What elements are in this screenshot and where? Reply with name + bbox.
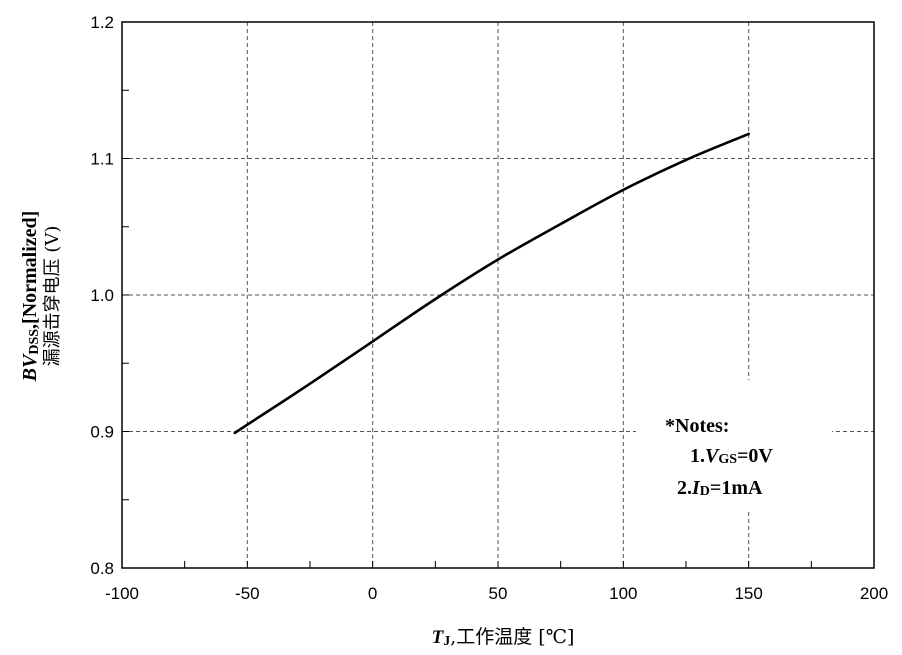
y-tick-labels: 0.8 0.9 1.0 1.1 1.2 [90,13,114,578]
y-axis-label-line2: 漏源击穿电压 (V) [42,226,63,367]
y-tick-label: 1.1 [90,150,114,169]
y-tick-label: 1.0 [90,286,114,305]
x-tick-label: 50 [489,584,508,603]
x-tick-label: -50 [235,584,260,603]
x-tick-labels: -100 -50 0 50 100 150 200 [105,584,888,603]
y-axis-label-line1: BVDSS,[Normalized] [19,211,42,383]
tick-marks [121,21,875,569]
y-tick-label: 0.9 [90,423,114,442]
notes-title: *Notes: [665,415,729,437]
y-tick-label: 0.8 [90,559,114,578]
note-vgs: 1.VGS=0V [690,445,773,467]
series-line-0 [233,132,750,435]
x-tick-label: -100 [105,584,139,603]
series-group [233,132,750,435]
y-axis-label: BVDSS,[Normalized] 漏源击穿电压 (V) [19,211,63,383]
note-id: 2.ID=1mA [677,477,763,499]
x-tick-label: 200 [860,584,888,603]
notes-box [636,380,832,510]
x-tick-label: 0 [368,584,377,603]
x-axis-label: TJ,工作温度 [℃] [432,626,575,649]
x-tick-label: 100 [609,584,637,603]
x-tick-label: 150 [734,584,762,603]
y-tick-label: 1.2 [90,13,114,32]
